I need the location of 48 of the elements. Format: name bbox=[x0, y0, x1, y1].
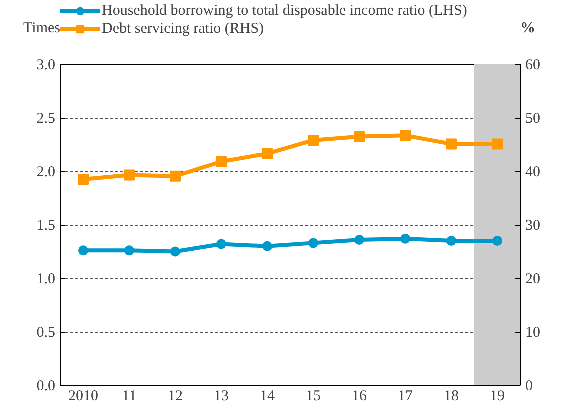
x-tick-label: 15 bbox=[306, 388, 321, 404]
y-axis-title: Times bbox=[24, 20, 61, 36]
y2-tick-label: 10 bbox=[526, 325, 540, 341]
x-tick-label: 19 bbox=[490, 388, 505, 404]
x-tick-label: 2010 bbox=[68, 388, 98, 404]
y-tick-label: 0.5 bbox=[36, 325, 56, 341]
point bbox=[308, 238, 318, 248]
x-tick-label: 14 bbox=[260, 388, 276, 404]
y-tick-label: 2.0 bbox=[36, 164, 56, 180]
x-tick-label: 17 bbox=[398, 388, 414, 404]
point bbox=[400, 234, 410, 244]
legend-label: Household borrowing to total disposable income ratio (LHS) bbox=[102, 2, 468, 20]
point bbox=[216, 156, 227, 168]
legend-label: Debt servicing ratio (RHS) bbox=[102, 20, 264, 38]
point bbox=[492, 236, 502, 246]
y2-tick-label: 60 bbox=[526, 58, 540, 74]
point bbox=[354, 131, 365, 142]
y-tick-label: 2.5 bbox=[36, 111, 56, 127]
y2-tick-label: 40 bbox=[526, 164, 540, 180]
point bbox=[262, 148, 273, 160]
x-tick-label: 18 bbox=[444, 388, 459, 404]
point bbox=[308, 134, 319, 146]
point bbox=[170, 246, 180, 257]
y2-tick-label: 50 bbox=[526, 111, 540, 127]
x-tick-label: 13 bbox=[214, 388, 229, 404]
point bbox=[262, 241, 272, 252]
point bbox=[78, 174, 89, 186]
x-tick-label: 12 bbox=[168, 388, 183, 404]
y-tick-label: 0.0 bbox=[36, 378, 56, 394]
y2-tick-label: 0 bbox=[526, 378, 533, 394]
y2-axis-title: % bbox=[520, 20, 536, 36]
point bbox=[492, 138, 503, 150]
point bbox=[170, 170, 181, 182]
point bbox=[78, 246, 88, 256]
point bbox=[124, 170, 135, 181]
y-tick-label: 3.0 bbox=[36, 58, 56, 74]
point bbox=[216, 239, 226, 250]
y-tick-label: 1.0 bbox=[36, 272, 56, 288]
point bbox=[354, 234, 364, 245]
point bbox=[446, 138, 457, 150]
y2-tick-label: 30 bbox=[526, 218, 540, 234]
point bbox=[124, 246, 134, 256]
point bbox=[400, 130, 411, 142]
point bbox=[446, 236, 456, 246]
x-tick-label: 11 bbox=[122, 388, 137, 404]
x-tick-label: 16 bbox=[352, 388, 368, 404]
y-tick-label: 1.5 bbox=[36, 218, 56, 234]
y2-tick-label: 20 bbox=[526, 272, 540, 288]
